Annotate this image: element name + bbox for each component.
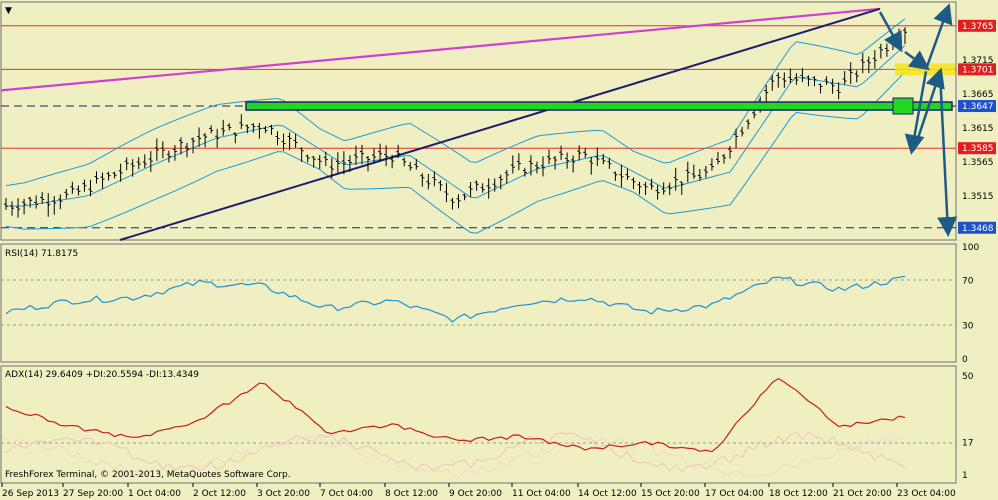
- adx-tick-label: 50: [962, 372, 974, 382]
- time-tick-label: 8 Oct 12:00: [385, 489, 438, 499]
- navy-trendline: [119, 7, 881, 241]
- rsi-tick-label: 30: [962, 321, 974, 331]
- time-tick-label: 26 Sep 2013: [2, 489, 59, 499]
- di-minus-line: [5, 435, 906, 479]
- adx-panel-frame: [0, 365, 957, 484]
- price-tick-label: 1.3715: [962, 56, 994, 66]
- support-zone-green: [245, 101, 953, 111]
- price-tick-label: 1.3665: [962, 90, 994, 100]
- price-tag-label: 1.3765: [962, 22, 994, 32]
- price-tag: [958, 221, 996, 234]
- forecast-arrow: [904, 50, 931, 71]
- time-tick-label: 27 Sep 20:00: [63, 489, 123, 499]
- rsi-panel-frame: [0, 243, 957, 363]
- price-tag: [958, 19, 996, 32]
- magenta-trendline: [0, 7, 881, 92]
- adx-label: ADX(14) 29.6409 +DI:20.5594 -DI:13.4349: [5, 370, 199, 380]
- bollinger-middle: [6, 45, 906, 207]
- time-tick-label: 3 Oct 20:00: [257, 489, 310, 499]
- adx-line: [5, 377, 906, 453]
- rsi-tick-label: 70: [962, 277, 974, 287]
- time-tick-label: 14 Oct 12:00: [578, 489, 637, 499]
- corner-marker: ▼: [5, 6, 12, 16]
- adx-panel: ADX(14) 29.6409 +DI:20.5594 -DI:13.4349 …: [0, 365, 974, 484]
- rsi-panel: RSI(14) 71.8175 100 70 30 0: [0, 243, 979, 365]
- time-tick-label: 9 Oct 20:00: [449, 489, 502, 499]
- bollinger-upper: [5, 18, 906, 187]
- price-tag-label: 1.3468: [962, 224, 994, 234]
- price-tick-label: 1.3615: [962, 124, 994, 134]
- time-tick-label: 1 Oct 04:00: [128, 489, 181, 499]
- rsi-tick-label: 0: [962, 355, 968, 365]
- bollinger-lower: [5, 71, 906, 234]
- price-tick-label: 1.3515: [962, 192, 994, 202]
- forecast-arrow: [924, 3, 953, 70]
- price-panel-frame: [0, 1, 957, 241]
- price-tag: [958, 63, 996, 76]
- time-tick-label: 17 Oct 04:00: [705, 489, 764, 499]
- forecast-arrow: [878, 11, 903, 53]
- time-tick-label: 7 Oct 04:00: [320, 489, 373, 499]
- price-tag-label: 1.3585: [962, 144, 994, 154]
- price-tick-label: 1.3565: [962, 158, 994, 168]
- time-tick-label: 18 Oct 12:00: [769, 489, 828, 499]
- di-plus-line: [5, 431, 906, 473]
- time-tick-label: 15 Oct 20:00: [641, 489, 700, 499]
- price-tag: [958, 142, 996, 155]
- rsi-line: [5, 275, 906, 323]
- price-tag: [958, 100, 996, 113]
- adx-tick-label: 1: [962, 471, 968, 481]
- time-tick-label: 21 Oct 20:00: [833, 489, 892, 499]
- price-tag-label: 1.3701: [962, 65, 994, 75]
- support-box-green: [892, 97, 914, 115]
- price-panel: ▼ 1.3715 1.3665 1.3615 1.3565 1.3515 1.3765 1…: [0, 1, 996, 241]
- rsi-tick-label: 100: [962, 243, 979, 253]
- forecast-arrow: [912, 67, 945, 151]
- rsi-label: RSI(14) 71.8175: [5, 249, 78, 259]
- copyright: FreshForex Terminal, © 2001-2013, MetaQu…: [5, 470, 291, 480]
- time-axis: 26 Sep 2013 27 Sep 20:00 1 Oct 04:00 2 Oct …: [1, 483, 956, 499]
- forecast-arrow: [904, 71, 928, 155]
- adx-tick-label: 17: [962, 439, 973, 449]
- time-tick-label: 2 Oct 12:00: [193, 489, 246, 499]
- time-tick-label: 11 Oct 04:00: [512, 489, 571, 499]
- forecast-arrow: [937, 72, 958, 237]
- price-tag-label: 1.3647: [962, 102, 994, 112]
- time-tick-label: 23 Oct 04:00: [897, 489, 956, 499]
